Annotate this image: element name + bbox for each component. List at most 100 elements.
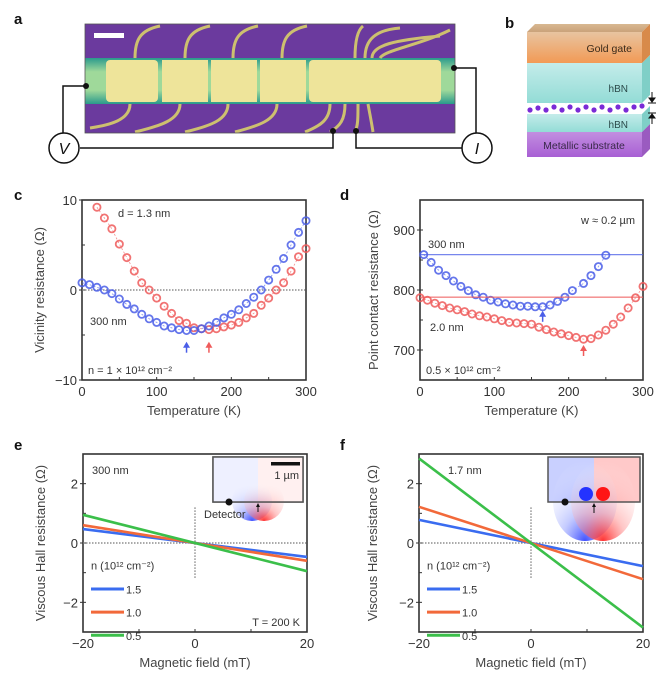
x-axis-title: Magnetic field (mT) <box>475 655 586 670</box>
data-point <box>286 240 296 250</box>
data-point <box>553 296 563 306</box>
data-point <box>92 202 102 212</box>
data-point <box>144 285 154 295</box>
data-point <box>448 276 458 286</box>
data-point <box>556 329 566 339</box>
inset-scale-label: 1 µm <box>274 470 299 482</box>
panel-label-b: b <box>505 15 514 32</box>
data-point <box>586 334 596 344</box>
data-point <box>129 266 139 276</box>
y-tick-label: 10 <box>63 193 77 208</box>
data-point <box>152 317 162 327</box>
layer-hbn-lower: hBN <box>527 106 650 132</box>
data-point <box>107 289 117 299</box>
data-point <box>144 314 154 324</box>
panel-d-chart: d 0 100 200 300 700 800 900 Temperature (K) Poin… <box>340 187 654 418</box>
layer-label-hbn-lower: hBN <box>609 120 628 131</box>
data-point <box>638 281 648 291</box>
data-point <box>430 298 440 308</box>
data-point <box>241 298 251 308</box>
data-point <box>249 308 259 318</box>
data-point <box>137 278 147 288</box>
legend-label: 1.0 <box>462 608 477 620</box>
legend-label: 1.0 <box>126 608 141 620</box>
panel-label-e: e <box>14 437 22 454</box>
inset-red-core <box>596 487 610 501</box>
data-point <box>286 266 296 276</box>
data-point <box>437 301 447 311</box>
layer-label-hbn-upper: hBN <box>609 84 628 95</box>
x-tick-label: 0 <box>191 636 198 651</box>
series-label-red: 2.0 nm <box>430 322 464 334</box>
data-point <box>129 304 139 314</box>
data-point <box>301 216 311 226</box>
x-tick-label: 0 <box>527 636 534 651</box>
detector-dot <box>561 498 569 506</box>
y-axis-title: Viscous Hall resistance (Ω) <box>365 465 380 621</box>
data-point <box>623 303 633 313</box>
data-point <box>434 265 444 275</box>
data-point <box>460 307 470 317</box>
x-tick-label: 300 <box>632 384 654 399</box>
x-tick-label: −20 <box>72 636 94 651</box>
layer-gold-gate: Gold gate <box>527 24 650 63</box>
minimum-marker-arrow <box>580 345 588 351</box>
legend-label: 0.5 <box>126 631 141 643</box>
plot-frame <box>419 199 644 381</box>
data-point <box>226 309 236 319</box>
panel-label-d: d <box>340 187 349 204</box>
inset-red-vortex <box>244 481 284 521</box>
data-point <box>137 309 147 319</box>
data-point <box>241 313 251 323</box>
data-point <box>99 213 109 223</box>
x-tick-label: 300 <box>295 384 317 399</box>
data-point <box>234 317 244 327</box>
data-point <box>219 313 229 323</box>
data-point <box>234 305 244 315</box>
circuit-wires <box>62 67 477 149</box>
data-point <box>279 253 289 263</box>
minimum-marker-arrow <box>183 341 191 348</box>
data-point <box>271 264 281 274</box>
data-point <box>445 303 455 313</box>
data-point <box>419 250 429 260</box>
inset-flow-map <box>547 456 641 541</box>
series-connector <box>81 220 307 331</box>
injector-arrow-head <box>256 503 260 507</box>
legend-title: n (10¹² cm⁻²) <box>427 561 490 573</box>
ammeter: I <box>461 132 493 164</box>
data-point <box>271 285 281 295</box>
y-tick-label: −2 <box>399 595 414 610</box>
series-connector <box>96 206 307 331</box>
data-point <box>211 317 221 327</box>
data-point <box>441 271 451 281</box>
data-point <box>601 325 611 335</box>
data-point <box>84 280 94 290</box>
ammeter-symbol: I <box>475 141 480 158</box>
data-point <box>549 327 559 337</box>
data-point <box>152 293 162 303</box>
panel-label-f: f <box>340 437 346 454</box>
data-point <box>567 286 577 296</box>
data-point <box>301 244 311 254</box>
thickness-indicator <box>648 92 656 124</box>
x-tick-label: 0 <box>78 384 85 399</box>
series-connector <box>419 286 644 340</box>
density-annotation: 0.5 × 10¹² cm⁻² <box>426 365 501 377</box>
data-point <box>593 262 603 272</box>
x-tick-label: 20 <box>636 636 650 651</box>
voltmeter: V <box>48 132 80 164</box>
inset-frame <box>547 456 641 503</box>
data-point <box>99 285 109 295</box>
thickness-annotation: 1.7 nm <box>448 465 482 477</box>
panel-label-c: c <box>14 187 22 204</box>
micrograph-image <box>84 23 456 134</box>
data-point <box>452 305 462 315</box>
data-point <box>474 311 484 321</box>
x-tick-label: 200 <box>558 384 580 399</box>
